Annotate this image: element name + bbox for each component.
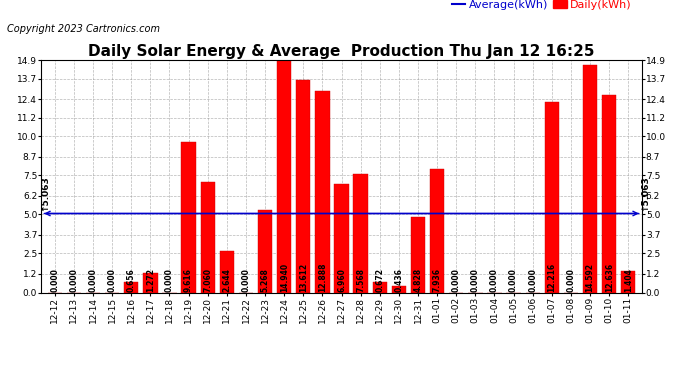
Bar bbox=[373, 282, 387, 292]
Bar bbox=[411, 217, 425, 292]
Text: 0.000: 0.000 bbox=[70, 268, 79, 292]
Text: 2.644: 2.644 bbox=[222, 268, 231, 292]
Text: 0.000: 0.000 bbox=[88, 268, 97, 292]
Text: 14.592: 14.592 bbox=[586, 263, 595, 292]
Text: 0.000: 0.000 bbox=[529, 268, 538, 292]
Bar bbox=[430, 169, 444, 292]
Text: 9.616: 9.616 bbox=[184, 268, 193, 292]
Text: 12.636: 12.636 bbox=[604, 262, 613, 292]
Text: 6.960: 6.960 bbox=[337, 268, 346, 292]
Text: 12.216: 12.216 bbox=[547, 262, 556, 292]
Text: 0.672: 0.672 bbox=[375, 268, 384, 292]
Bar bbox=[544, 102, 559, 292]
Text: 14.940: 14.940 bbox=[279, 262, 288, 292]
Bar bbox=[602, 95, 616, 292]
Bar bbox=[201, 182, 215, 292]
Bar bbox=[277, 59, 291, 292]
Text: ↑5.063: ↑5.063 bbox=[640, 176, 649, 211]
Text: 0.436: 0.436 bbox=[395, 268, 404, 292]
Text: 0.000: 0.000 bbox=[241, 268, 250, 292]
Text: 0.656: 0.656 bbox=[127, 268, 136, 292]
Text: 0.000: 0.000 bbox=[509, 268, 518, 292]
Text: 13.612: 13.612 bbox=[299, 262, 308, 292]
Bar bbox=[315, 92, 330, 292]
Bar bbox=[335, 184, 348, 292]
Text: 12.888: 12.888 bbox=[318, 262, 327, 292]
Text: 7.060: 7.060 bbox=[204, 268, 213, 292]
Text: 1.404: 1.404 bbox=[624, 268, 633, 292]
Bar bbox=[258, 210, 273, 292]
Text: 0.000: 0.000 bbox=[490, 268, 499, 292]
Bar bbox=[124, 282, 139, 292]
Text: 0.000: 0.000 bbox=[566, 268, 575, 292]
Text: 0.000: 0.000 bbox=[50, 268, 59, 292]
Text: 7.936: 7.936 bbox=[433, 268, 442, 292]
Text: 5.268: 5.268 bbox=[261, 268, 270, 292]
Bar bbox=[144, 273, 157, 292]
Bar bbox=[181, 142, 196, 292]
Bar bbox=[621, 271, 635, 292]
Bar bbox=[219, 251, 234, 292]
Text: 4.828: 4.828 bbox=[413, 268, 422, 292]
Text: 0.000: 0.000 bbox=[452, 268, 461, 292]
Text: ↑5.063: ↑5.063 bbox=[40, 176, 49, 211]
Bar bbox=[353, 174, 368, 292]
Text: 0.000: 0.000 bbox=[108, 268, 117, 292]
Legend: Average(kWh), Daily(kWh): Average(kWh), Daily(kWh) bbox=[447, 0, 636, 15]
Text: 0.000: 0.000 bbox=[165, 268, 174, 292]
Bar bbox=[296, 80, 310, 292]
Text: 0.000: 0.000 bbox=[471, 268, 480, 292]
Text: 1.272: 1.272 bbox=[146, 268, 155, 292]
Bar bbox=[392, 286, 406, 292]
Title: Daily Solar Energy & Average  Production Thu Jan 12 16:25: Daily Solar Energy & Average Production … bbox=[88, 44, 595, 59]
Text: 7.568: 7.568 bbox=[356, 268, 365, 292]
Text: Copyright 2023 Cartronics.com: Copyright 2023 Cartronics.com bbox=[7, 24, 160, 34]
Bar bbox=[583, 65, 598, 292]
